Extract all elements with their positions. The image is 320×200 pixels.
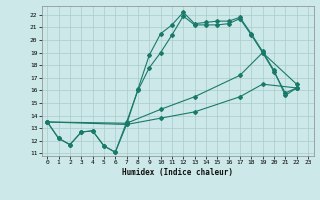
- X-axis label: Humidex (Indice chaleur): Humidex (Indice chaleur): [122, 168, 233, 177]
